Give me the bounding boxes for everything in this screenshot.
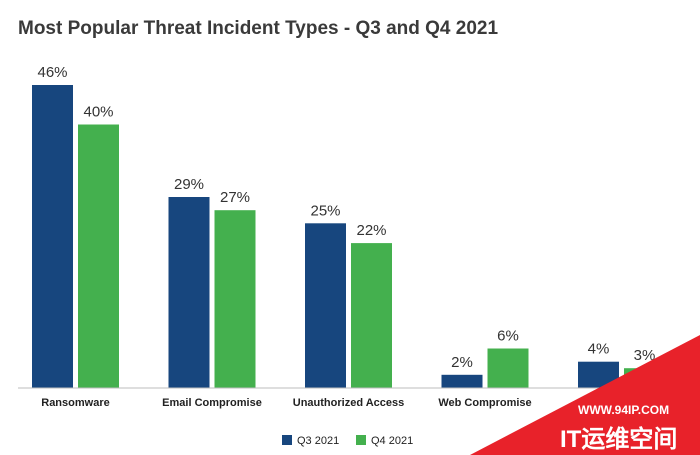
bar-q3-2021-1 — [168, 197, 210, 388]
legend-label-1: Q4 2021 — [371, 435, 413, 447]
watermark-text: IT运维空间 — [560, 425, 677, 453]
watermark-url: WWW.94IP.COM — [578, 403, 669, 417]
bar-q4-2021-2 — [351, 243, 392, 388]
data-label-q3-2021-3: 2% — [451, 354, 473, 371]
data-label-q4-2021-4: 3% — [634, 347, 656, 364]
data-label-q4-2021-0: 40% — [83, 104, 113, 121]
bar-q4-2021-0 — [78, 124, 119, 388]
legend: Q3 2021 Q4 2021 — [282, 435, 413, 447]
data-label-q3-2021-0: 46% — [37, 64, 67, 81]
category-label-1: Email Compromise — [162, 397, 262, 409]
chart-title: Most Popular Threat Incident Types - Q3 … — [18, 18, 499, 39]
data-label-q3-2021-1: 29% — [174, 176, 204, 193]
data-label-q4-2021-3: 6% — [497, 328, 519, 345]
data-label-q4-2021-1: 27% — [220, 189, 250, 206]
legend-swatch-0 — [282, 435, 292, 445]
bar-q4-2021-3 — [487, 348, 529, 388]
data-label-q3-2021-2: 25% — [310, 202, 340, 219]
bar-q3-2021-3 — [441, 374, 483, 388]
data-label-q3-2021-4: 4% — [588, 341, 610, 358]
bar-q3-2021-2 — [305, 223, 346, 388]
legend-label-0: Q3 2021 — [297, 435, 339, 447]
category-label-2: Unauthorized Access — [293, 397, 404, 409]
labels-layer: 46% 40% Ransomware 29% 27% Email Compromise 25… — [37, 64, 655, 409]
category-label-3: Web Compromise — [438, 397, 531, 409]
bars-layer — [32, 85, 665, 388]
legend-swatch-1 — [356, 435, 366, 445]
data-label-q4-2021-2: 22% — [356, 222, 386, 239]
bar-q3-2021-0 — [32, 85, 73, 388]
watermark-triangle — [470, 335, 700, 455]
bar-q4-2021-1 — [214, 210, 256, 388]
watermark: WWW.94IP.COM IT运维空间 — [470, 335, 700, 455]
category-label-0: Ransomware — [41, 397, 109, 409]
